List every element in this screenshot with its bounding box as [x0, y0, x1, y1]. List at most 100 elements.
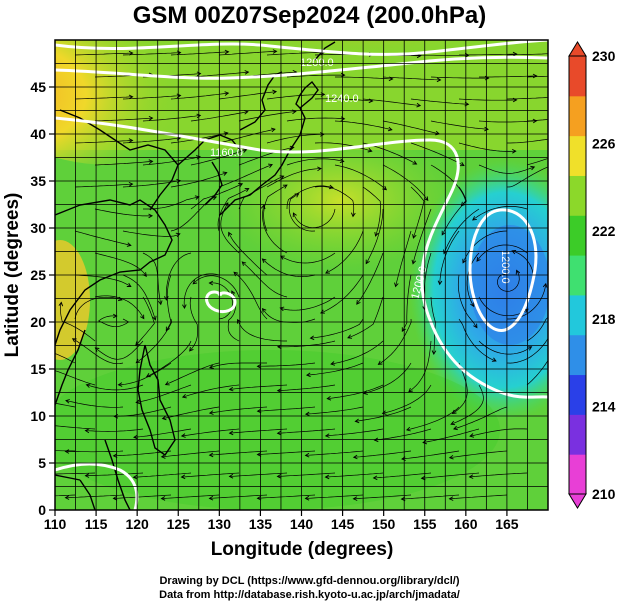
streamline — [209, 282, 233, 320]
streamline — [74, 96, 133, 100]
streamline — [263, 184, 288, 232]
streamline-arrow — [276, 430, 282, 436]
streamline-arrow — [58, 301, 64, 307]
streamline-arrow — [470, 302, 475, 308]
streamline — [453, 406, 508, 430]
streamline — [85, 428, 144, 432]
streamline-arrow — [560, 135, 564, 139]
streamline — [218, 91, 277, 100]
streamline-arrow — [437, 280, 443, 286]
streamline — [182, 384, 240, 398]
lat-lon-grid — [54, 39, 549, 511]
streamline-arrow — [208, 452, 214, 458]
streamline — [286, 74, 345, 78]
streamline — [218, 164, 273, 188]
y-tick-label: 45 — [30, 79, 46, 95]
colorbar-segment — [569, 374, 586, 415]
streamline-arrow — [374, 232, 379, 237]
streamline-arrow — [224, 91, 230, 96]
y-tick-label: 5 — [38, 455, 46, 471]
streamline-arrow — [459, 162, 465, 167]
colorbar-segment — [569, 255, 586, 296]
streamline-arrow — [561, 95, 565, 99]
colorbar-tick-label: 210 — [592, 486, 616, 502]
streamline-arrow — [208, 280, 214, 286]
streamline-arrow — [244, 70, 250, 75]
streamline-arrow — [196, 113, 202, 119]
streamline-arrow — [128, 138, 134, 143]
streamline-arrow — [377, 360, 383, 365]
streamline — [257, 406, 316, 412]
streamline-arrow — [17, 449, 21, 453]
streamline-arrow — [65, 399, 70, 404]
x-tick-label: 150 — [372, 516, 396, 532]
contour-label: 1240.0 — [325, 93, 359, 105]
streamline-arrow — [325, 269, 330, 274]
streamline-arrow — [352, 496, 358, 501]
streamline-arrow — [511, 249, 517, 255]
streamline-arrow — [373, 437, 379, 443]
streamline-arrow — [165, 326, 170, 332]
streamline-arrow — [462, 258, 467, 264]
streamline-arrow — [511, 148, 517, 154]
streamline — [450, 384, 484, 425]
streamline-arrow — [347, 334, 353, 339]
x-axis: 110 115 120 125 130 135 140 145 150 155 160 165 — [44, 510, 519, 532]
y-tick-label: 20 — [30, 314, 46, 330]
colorbar-segment — [569, 414, 586, 455]
y-tick-label: 35 — [30, 173, 46, 189]
streamline — [421, 472, 480, 479]
streamline — [233, 272, 268, 320]
streamline — [347, 296, 384, 339]
streamline — [94, 117, 153, 122]
streamline — [229, 472, 288, 477]
streamline — [133, 472, 192, 478]
streamline — [286, 185, 333, 210]
y-tick-label: 10 — [30, 408, 46, 424]
streamline — [526, 75, 548, 78]
streamline — [189, 296, 198, 352]
contour-label: 1160.0 — [210, 147, 243, 159]
streamline-arrow — [224, 49, 230, 55]
streamline — [286, 117, 345, 122]
streamline-arrow — [441, 230, 446, 236]
streamline-arrow — [140, 314, 145, 320]
streamline — [161, 450, 220, 458]
streamline-arrow — [261, 258, 267, 263]
x-tick-label: 155 — [413, 516, 437, 532]
streamline — [356, 252, 384, 305]
x-axis-label: Longitude (degrees) — [211, 539, 394, 560]
colorbar-segment — [569, 334, 586, 376]
x-tick-label: 125 — [167, 516, 191, 532]
colorbar-segment — [569, 135, 586, 176]
streamline-arrow — [64, 449, 70, 454]
streamline — [430, 296, 436, 355]
streamline-arrow — [423, 196, 429, 202]
streamline-arrow — [324, 433, 330, 438]
streamline — [458, 318, 497, 362]
streamline — [526, 316, 548, 342]
streamline — [277, 384, 336, 392]
streamline — [218, 50, 277, 56]
y-tick-label: 25 — [30, 267, 46, 283]
streamline — [310, 318, 364, 339]
streamline — [476, 244, 528, 262]
streamline — [59, 302, 96, 342]
streamline — [507, 283, 547, 320]
streamline — [472, 206, 528, 221]
streamline — [257, 450, 316, 455]
streamline-arrow — [387, 126, 393, 132]
streamline — [478, 296, 529, 317]
streamline-arrow — [472, 216, 477, 221]
streamline — [470, 428, 528, 437]
streamline-arrow — [244, 187, 250, 193]
streamline-arrow — [260, 204, 266, 210]
streamline-arrow — [132, 474, 138, 480]
streamline — [242, 261, 288, 298]
streamline — [466, 252, 480, 307]
streamline-arrow — [37, 473, 41, 477]
streamline — [170, 51, 229, 56]
y-axis: 0 5 10 15 20 25 30 35 40 45 — [30, 79, 55, 518]
colorbar-segment — [569, 215, 586, 256]
streamline — [378, 318, 412, 365]
